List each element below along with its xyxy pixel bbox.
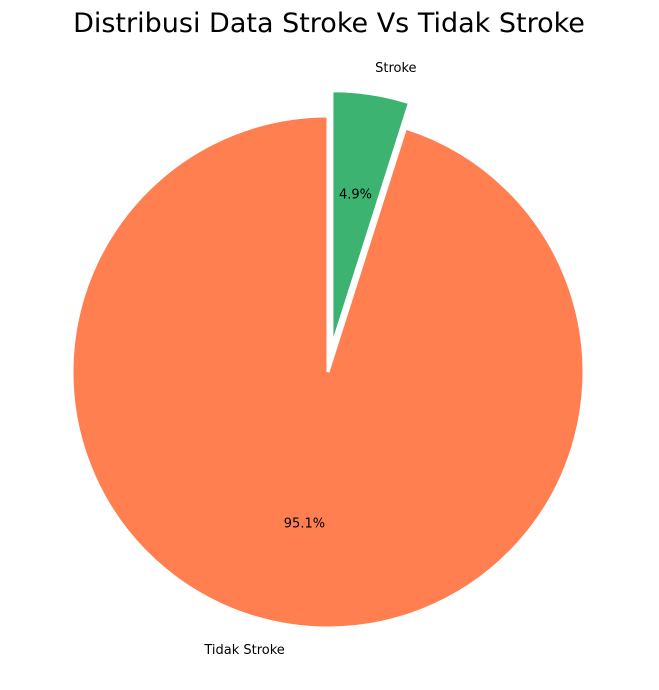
pie-labels: 4.9% Stroke 95.1% Tidak Stroke bbox=[203, 61, 416, 658]
chart-title: Distribusi Data Stroke Vs Tidak Stroke bbox=[73, 8, 585, 39]
pie-slice-tidak-stroke bbox=[70, 114, 586, 630]
pie-slice-stroke bbox=[330, 89, 412, 348]
pct-label-stroke: 4.9% bbox=[339, 187, 372, 202]
pct-label-tidak-stroke: 95.1% bbox=[284, 516, 325, 531]
slice-label-tidak-stroke: Tidak Stroke bbox=[203, 643, 284, 658]
pie-slices bbox=[70, 89, 586, 630]
slice-label-stroke: Stroke bbox=[375, 61, 416, 76]
